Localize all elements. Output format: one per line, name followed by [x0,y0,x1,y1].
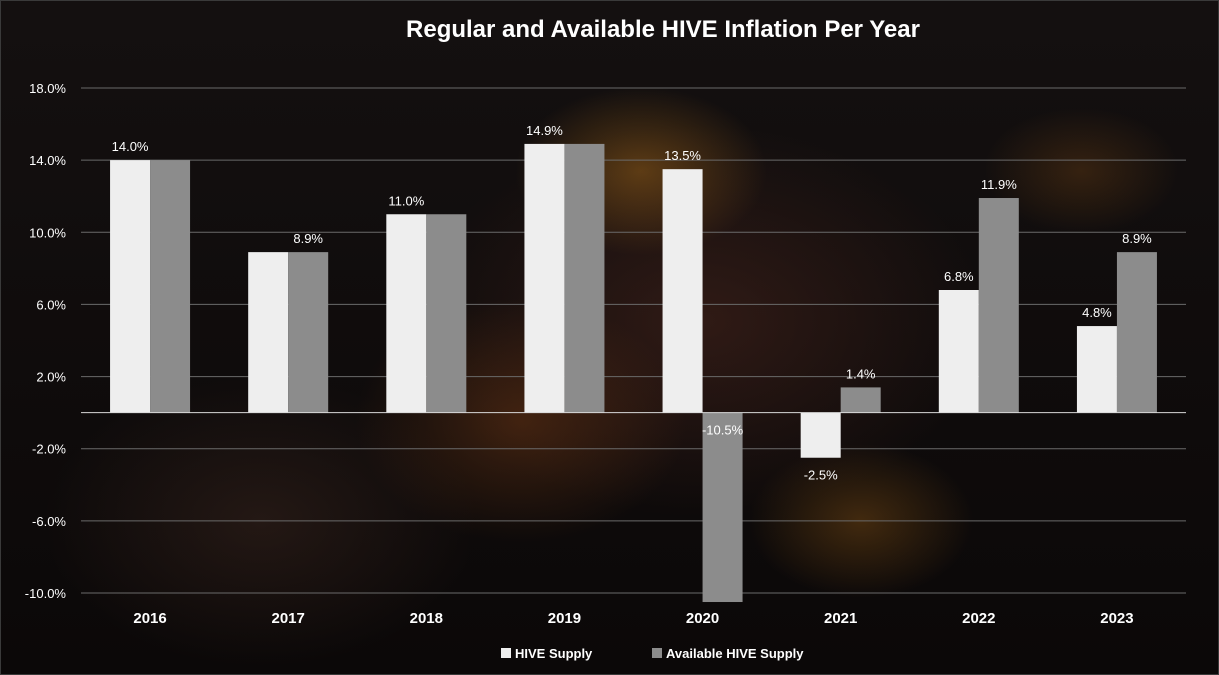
x-axis-ticks: 2016 2017 2018 2019 2020 2021 2022 2023 [133,610,1133,627]
data-label: 14.0% [112,139,149,154]
x-tick-label: 2020 [686,610,719,627]
bar-hive-supply-2019 [524,143,565,413]
data-labels: 14.0% 8.9% 11.0% 14.9% 13.5% -10.5% -2.5% 1.4% 6… [112,123,1153,483]
x-tick-label: 2021 [824,610,857,627]
data-label: -2.5% [804,468,838,483]
bar-hive-supply-2017 [248,252,289,413]
bar-hive-supply-2021 [800,412,841,458]
legend-entry: Available HIVE Supply [666,646,804,661]
bar-available-hive-supply-2019 [564,143,605,413]
y-tick-label: 14.0% [29,153,66,168]
chart-title: Regular and Available HIVE Inflation Per… [406,16,920,43]
y-tick-label: 2.0% [36,370,66,385]
data-label: -10.5% [702,423,744,438]
legend-swatch [652,648,662,658]
gridlines [81,87,1186,594]
bar-hive-supply-2018 [386,214,427,413]
data-label: 4.8% [1082,305,1112,320]
bar-hive-supply-2022 [938,290,979,413]
bar-available-hive-supply-2020 [702,412,743,603]
data-label: 13.5% [664,148,701,163]
y-tick-label: 6.0% [36,297,66,312]
data-label: 14.9% [526,123,563,138]
bar-available-hive-supply-2021 [840,387,881,413]
legend-swatch [501,648,511,658]
bar-hive-supply-2023 [1076,326,1117,413]
y-tick-label: 10.0% [29,225,66,240]
bars [110,143,1157,603]
bar-available-hive-supply-2017 [288,252,329,413]
y-axis-ticks: 18.0% 14.0% 10.0% 6.0% 2.0% -2.0% -6.0% -10.0% [25,81,67,601]
bar-hive-supply-2020 [662,169,703,413]
data-label: 1.4% [846,366,876,381]
x-tick-label: 2019 [548,610,581,627]
legend-entry: HIVE Supply [515,646,593,661]
bar-hive-supply-2016 [110,160,151,413]
x-tick-label: 2017 [272,610,305,627]
bar-available-hive-supply-2022 [978,198,1019,413]
y-tick-label: -2.0% [32,442,66,457]
x-tick-label: 2022 [962,610,995,627]
x-tick-label: 2023 [1100,610,1133,627]
data-label: 8.9% [293,231,323,246]
y-tick-label: -10.0% [25,586,67,601]
legend: HIVE Supply Available HIVE Supply [501,646,804,661]
data-label: 6.8% [944,269,974,284]
data-label: 11.9% [981,177,1017,192]
bar-available-hive-supply-2016 [150,160,191,413]
x-tick-label: 2016 [133,610,166,627]
x-tick-label: 2018 [410,610,443,627]
bar-available-hive-supply-2018 [426,214,467,413]
data-label: 11.0% [388,193,424,208]
y-tick-label: -6.0% [32,514,66,529]
bar-available-hive-supply-2023 [1116,252,1157,413]
data-label: 8.9% [1122,231,1152,246]
y-tick-label: 18.0% [29,81,66,96]
